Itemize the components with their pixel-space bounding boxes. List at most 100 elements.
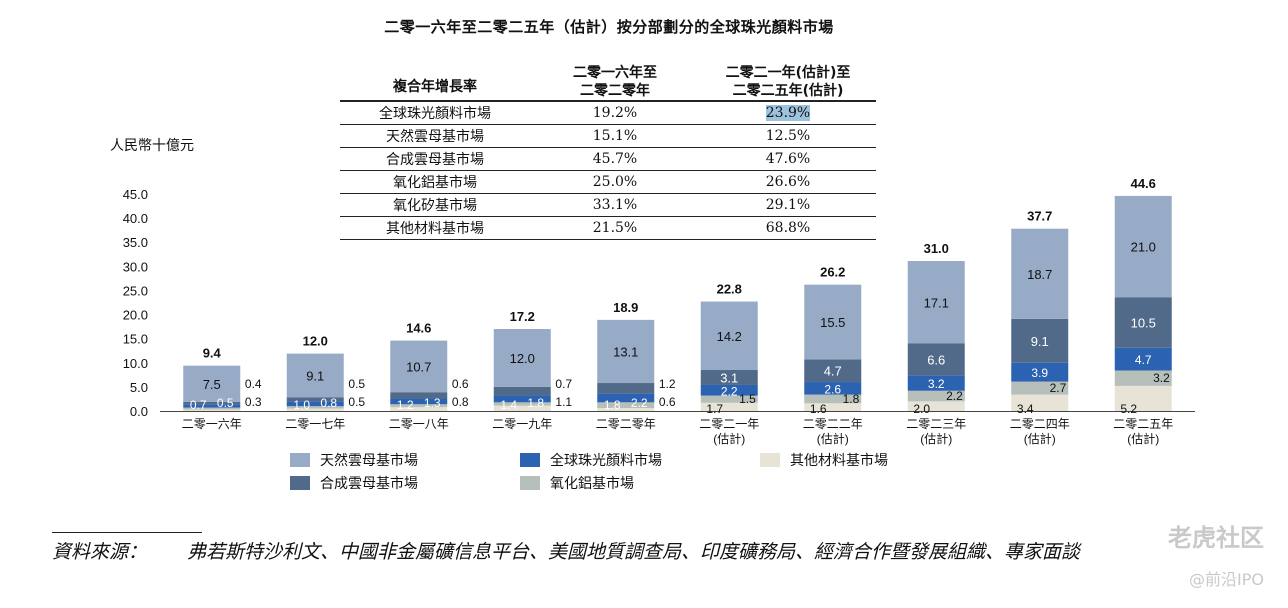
cagr-row-value-2: 68.8% bbox=[700, 216, 876, 240]
x-tick-label: (估計) bbox=[1024, 431, 1056, 446]
stacked-bar-chart: 0.0 5.0 10.0 15.0 20.0 25.0 30.0 35.0 40.0 45.0 9.… bbox=[123, 176, 1195, 491]
bar-value-label: 0.5 bbox=[348, 395, 365, 409]
bar-segment bbox=[1011, 381, 1069, 395]
bar-value-label: 1.8 bbox=[527, 396, 544, 410]
bar-value-label: 3.4 bbox=[1017, 402, 1034, 416]
cagr-row-name: 氧化鋁基市場 bbox=[340, 170, 530, 194]
y-tick-label: 15.0 bbox=[123, 332, 148, 347]
bar-value-label: 3.1 bbox=[720, 370, 738, 385]
bar-value-label: 1.2 bbox=[659, 377, 676, 391]
cagr-highlighted-value: 23.9% bbox=[765, 105, 811, 121]
bar-segment bbox=[390, 407, 448, 411]
cagr-header-row: 複合年增長率 二零一六年至 二零二零年 二零二一年(估計)至 二零二五年(估計) bbox=[340, 56, 876, 101]
bar-value-label: 9.1 bbox=[1031, 334, 1049, 349]
cagr-row: 天然雲母基市場 15.1% 12.5% bbox=[340, 124, 876, 148]
x-tick-label: 二零一八年 bbox=[389, 417, 449, 431]
bar-value-label: 3.2 bbox=[1153, 371, 1170, 385]
bar-value-label: 3.2 bbox=[928, 377, 945, 391]
legend-label: 合成雲母基市場 bbox=[320, 475, 418, 491]
bar-total-label: 9.4 bbox=[203, 346, 222, 361]
bar-total-label: 31.0 bbox=[924, 241, 949, 256]
y-tick-label: 35.0 bbox=[123, 235, 148, 250]
bar-segment bbox=[493, 405, 551, 411]
y-axis-unit-label: 人民幣十億元 bbox=[110, 138, 194, 154]
bar-value-label: 0.4 bbox=[245, 377, 262, 391]
bar-segment bbox=[907, 261, 965, 344]
bar-value-label: 0.8 bbox=[320, 396, 337, 410]
bar-value-label: 4.7 bbox=[1135, 353, 1152, 367]
bar-segment bbox=[1011, 318, 1069, 363]
x-tick-label: 二零二五年 bbox=[1113, 417, 1173, 431]
cagr-header-period2-line2: 二零二五年(估計) bbox=[732, 83, 844, 99]
bar-segment bbox=[804, 359, 862, 383]
x-tick-label: (估計) bbox=[1127, 431, 1159, 446]
bar-segment bbox=[907, 401, 965, 411]
bar-value-label: 1.6 bbox=[810, 402, 827, 416]
bar-value-label: 2.2 bbox=[946, 389, 963, 403]
bar-segment bbox=[286, 406, 344, 409]
bar-segment bbox=[183, 401, 241, 405]
legend-swatch bbox=[290, 453, 310, 467]
bar-total-label: 17.2 bbox=[510, 309, 535, 324]
bar-segment bbox=[597, 383, 655, 394]
bar-value-label: 0.6 bbox=[659, 395, 676, 409]
cagr-header-period1-line2: 二零二零年 bbox=[580, 83, 650, 99]
x-tick-label: 二零一六年 bbox=[182, 417, 242, 431]
bar-value-label: 1.5 bbox=[739, 392, 756, 406]
bar-segment bbox=[1114, 385, 1172, 411]
bar-value-label: 0.5 bbox=[217, 396, 234, 410]
bar-total-label: 22.8 bbox=[717, 282, 742, 297]
bar-segment bbox=[804, 403, 862, 411]
bar-segment bbox=[390, 392, 448, 399]
bar-segment bbox=[493, 329, 551, 387]
x-tick-label: 二零二零年 bbox=[596, 417, 656, 431]
bar-value-label: 2.0 bbox=[913, 402, 930, 416]
bar-value-label: 0.6 bbox=[452, 377, 469, 391]
x-tick-label: 二零一七年 bbox=[285, 417, 345, 431]
source-note: 資料來源： 弗若斯特沙利文、中國非金屬礦信息平台、美國地質調查局、印度礦務局、經濟… bbox=[52, 538, 1252, 567]
bar-value-label: 14.2 bbox=[717, 329, 742, 344]
bar-value-label: 2.7 bbox=[1050, 381, 1067, 395]
x-tick-label: 二零一九年 bbox=[492, 417, 552, 431]
bar-value-label: 15.5 bbox=[820, 315, 845, 330]
bar-segment bbox=[1011, 362, 1069, 382]
legend-swatch bbox=[290, 476, 310, 490]
bar-total-label: 37.7 bbox=[1027, 209, 1052, 224]
x-tick-label: 二零二一年 bbox=[699, 417, 759, 431]
cagr-row-value-1: 15.1% bbox=[530, 124, 700, 148]
cagr-row-value-2: 47.6% bbox=[700, 147, 876, 171]
bar-segment bbox=[390, 340, 448, 393]
bar-total-label: 12.0 bbox=[303, 334, 328, 349]
bar-segment bbox=[597, 402, 655, 409]
cagr-row-value-2: 26.6% bbox=[700, 170, 876, 194]
legend-label: 氧化鋁基市場 bbox=[550, 475, 634, 491]
bar-segment bbox=[183, 409, 241, 411]
bar-value-label: 0.7 bbox=[555, 377, 572, 391]
y-tick-label: 5.0 bbox=[130, 380, 148, 395]
y-tick-label: 30.0 bbox=[123, 259, 148, 274]
bar-segment bbox=[907, 390, 965, 402]
bar-value-label: 21.0 bbox=[1131, 240, 1156, 255]
bar-value-label: 5.2 bbox=[1120, 402, 1137, 416]
bar-segment bbox=[390, 398, 448, 405]
bar-segment bbox=[700, 384, 758, 396]
bar-segment bbox=[597, 393, 655, 403]
bar-segment bbox=[1114, 347, 1172, 371]
y-tick-label: 0.0 bbox=[130, 404, 148, 419]
bar-total-label: 44.6 bbox=[1131, 176, 1156, 191]
cagr-header-period2-line1: 二零二一年(估計)至 bbox=[725, 65, 851, 81]
bar-segment bbox=[907, 375, 965, 391]
bar-segment bbox=[1114, 195, 1172, 298]
bar-value-label: 10.5 bbox=[1131, 316, 1156, 331]
bar-value-label: 13.1 bbox=[613, 344, 638, 359]
source-divider bbox=[52, 532, 202, 533]
bar-segment bbox=[390, 404, 448, 408]
cagr-row-value-2: 23.9% bbox=[700, 100, 876, 125]
cagr-row: 氧化鋁基市場 25.0% 26.6% bbox=[340, 170, 876, 194]
cagr-row: 合成雲母基市場 45.7% 47.6% bbox=[340, 147, 876, 171]
bar-segment bbox=[700, 370, 758, 385]
legend-swatch bbox=[760, 453, 780, 467]
bar-segment bbox=[597, 408, 655, 411]
legend-label: 天然雲母基市場 bbox=[320, 452, 418, 468]
bar-segment bbox=[183, 404, 241, 408]
